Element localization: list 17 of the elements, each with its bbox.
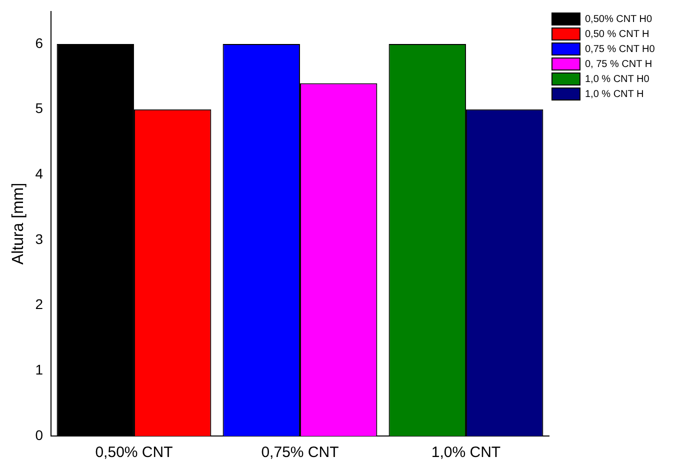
y-tick-label: 5 xyxy=(35,100,44,116)
legend-label: 0,50% CNT H0 xyxy=(584,14,652,25)
legend-label: 0,50 % CNT H xyxy=(584,28,650,40)
legend-label: 0, 75 % CNT H xyxy=(584,58,652,70)
y-tick-label: 6 xyxy=(35,34,44,51)
y-tick-label: 2 xyxy=(35,296,44,312)
y-tick-label: 4 xyxy=(35,166,44,182)
legend-label: 1,0 % CNT H xyxy=(584,88,644,100)
y-tick-label: 3 xyxy=(35,230,44,247)
y-axis-title: Altura [mm] xyxy=(10,182,28,265)
legend-label: 1,0 % CNT H0 xyxy=(584,74,650,85)
legend-label: 0,75 % CNT H0 xyxy=(584,44,656,55)
x-tick-label: 0,75% CNT xyxy=(261,444,339,462)
x-tick-label: 1,0% CNT xyxy=(431,444,501,462)
y-tick-label: 0 xyxy=(35,426,44,443)
y-tick-label: 1 xyxy=(35,362,44,378)
x-tick-label: 0,50% CNT xyxy=(95,444,173,462)
